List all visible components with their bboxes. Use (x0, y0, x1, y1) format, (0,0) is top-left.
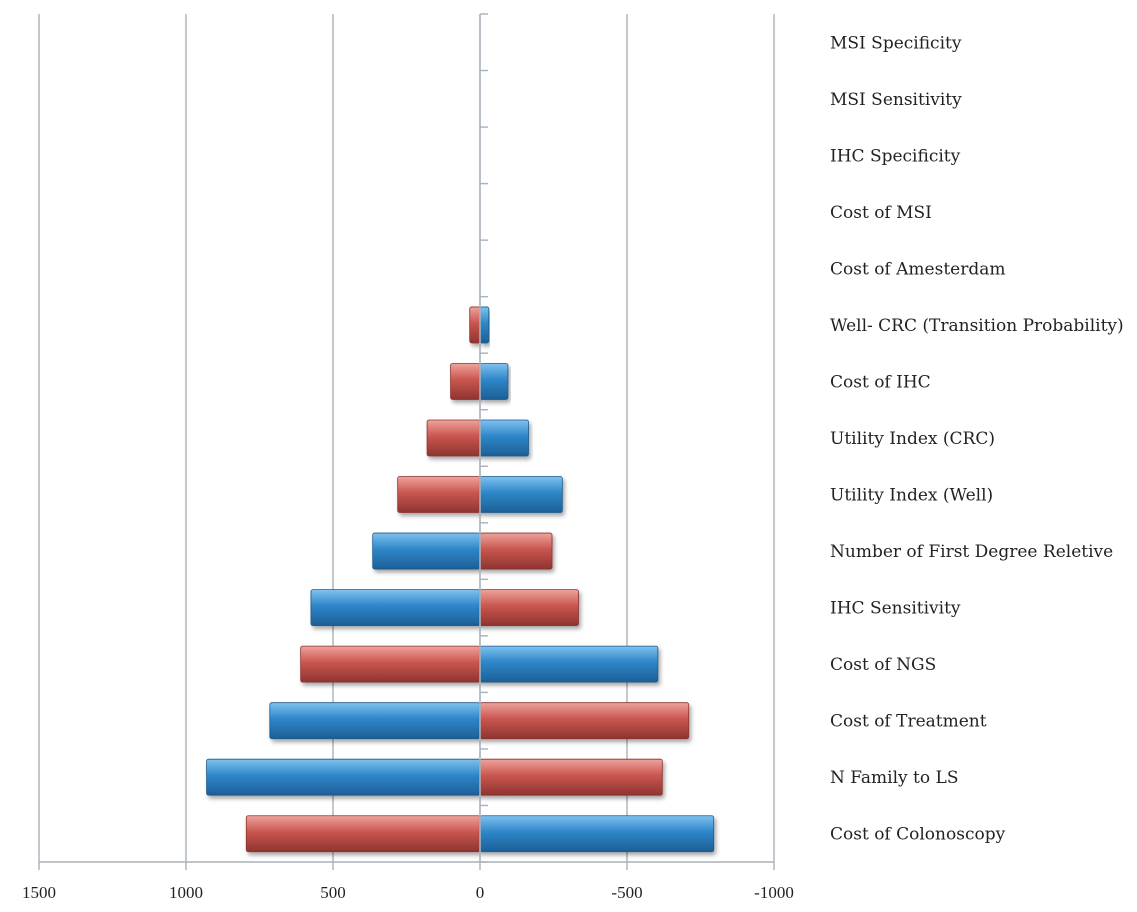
axes (38, 13, 775, 870)
x-tick-label-0: 0 (476, 883, 485, 902)
bars (206, 306, 715, 853)
bar-right-13 (479, 702, 690, 740)
category-label-3: IHC Specificity (830, 146, 961, 166)
category-label-14: N Family to LS (830, 768, 958, 788)
bar-left-11 (310, 589, 481, 626)
category-label-15: Cost of Colonoscopy (830, 825, 1006, 845)
bar-right-11 (479, 589, 579, 626)
category-label-7: Cost of IHC (830, 372, 931, 392)
category-label-10: Number of First Degree Reletive (830, 542, 1113, 562)
bar-right-7 (479, 363, 509, 400)
bar-right-6 (479, 306, 490, 344)
category-label-12: Cost of NGS (830, 655, 936, 675)
category-labels: MSI Specificity MSI Sensitivity IHC Specif… (830, 33, 1124, 844)
bar-right-12 (479, 645, 659, 683)
category-label-2: MSI Sensitivity (830, 90, 962, 110)
category-label-1: MSI Specificity (830, 33, 962, 53)
x-tick-label--500: -500 (611, 883, 642, 902)
bar-left-12 (300, 645, 481, 683)
category-label-11: IHC Sensitivity (830, 599, 961, 619)
bar-right-8 (479, 419, 529, 457)
bar-left-13 (269, 702, 481, 740)
category-label-13: Cost of Treatment (830, 712, 987, 732)
x-tick-label--1000: -1000 (754, 883, 794, 902)
bar-right-14 (479, 758, 663, 796)
bar-left-8 (426, 419, 481, 457)
bar-left-7 (450, 363, 481, 400)
x-tick-label-1000: 1000 (169, 883, 203, 902)
bar-left-15 (245, 815, 481, 853)
bar-left-9 (397, 476, 481, 513)
category-label-5: Cost of Amesterdam (830, 259, 1005, 279)
category-label-4: Cost of MSI (830, 203, 932, 223)
x-tick-label-1500: 1500 (22, 883, 56, 902)
bar-right-9 (479, 476, 563, 513)
bar-right-15 (479, 815, 715, 853)
bar-right-10 (479, 532, 553, 570)
category-label-9: Utility Index (Well) (830, 486, 993, 506)
bar-left-10 (372, 532, 481, 570)
category-label-6: Well- CRC (Transition Probability) (830, 316, 1124, 336)
x-tick-labels: 1500 1000 500 0 -500 -1000 (22, 883, 794, 902)
bar-left-14 (206, 758, 481, 796)
bar-left-6 (469, 306, 481, 344)
category-label-8: Utility Index (CRC) (830, 429, 995, 449)
x-tick-label-500: 500 (320, 883, 346, 902)
